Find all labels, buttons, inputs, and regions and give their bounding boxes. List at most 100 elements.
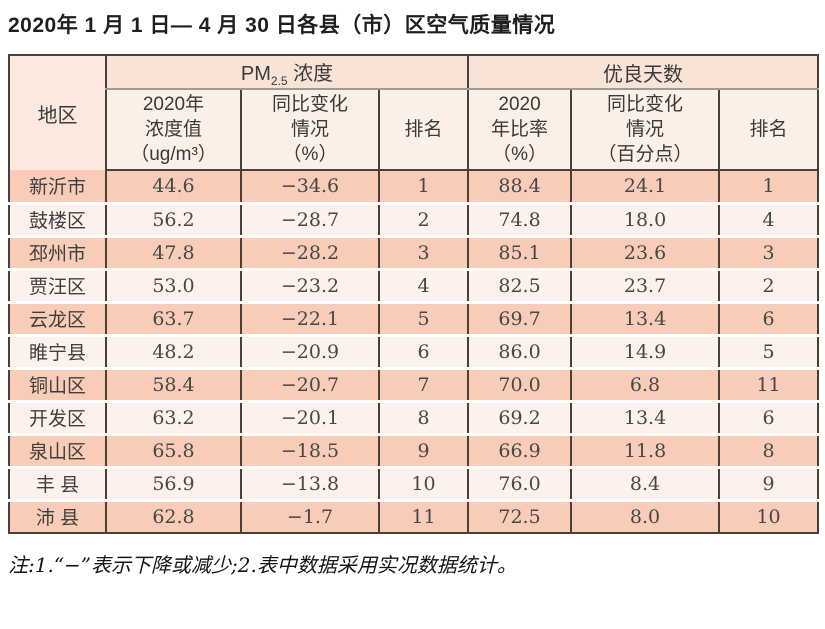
pm-change-column-header: 同比变化 情况 （%） (240, 89, 379, 171)
pm-value-cell: 58.4 (105, 366, 241, 401)
good-rate-cell: 82.5 (467, 267, 572, 302)
good-rank-cell: 5 (718, 333, 819, 368)
good-rank-cell: 2 (718, 267, 819, 302)
good-rate-cell: 69.7 (467, 300, 572, 335)
pm-change-cell: −22.1 (240, 300, 379, 335)
pm-value-cell: 53.0 (105, 267, 241, 302)
pm-subscript: 2.5 (270, 73, 288, 88)
good-change-cell: 6.8 (570, 366, 720, 401)
region-cell: 睢宁县 (8, 333, 106, 368)
table-body: 新沂市 44.6 −34.6 1 88.4 24.1 1 鼓楼区 56.2 −2… (8, 170, 819, 533)
good-change-cell: 13.4 (570, 300, 720, 335)
good-rate-column-header: 2020 年比率 （%） (467, 89, 572, 171)
good-rate-cell: 66.9 (467, 432, 572, 467)
pm-rank-cell: 9 (377, 432, 469, 467)
table-row: 新沂市 44.6 −34.6 1 88.4 24.1 1 (8, 170, 819, 203)
good-rate-cell: 74.8 (467, 201, 572, 236)
pm-value-cell: 56.2 (105, 201, 241, 236)
pm-change-cell: −28.2 (240, 234, 379, 269)
pm-rank-cell: 11 (377, 498, 469, 533)
good-change-cell: 14.9 (570, 333, 720, 368)
region-cell: 邳州市 (8, 234, 106, 269)
pm-change-cell: −13.8 (240, 465, 379, 500)
region-column-header: 地区 (8, 55, 106, 170)
region-cell: 铜山区 (8, 366, 106, 401)
pm-rank-cell: 1 (377, 170, 469, 203)
region-cell: 新沂市 (8, 170, 106, 203)
pm-change-cell: −34.6 (240, 170, 379, 203)
pm-value-cell: 56.9 (105, 465, 241, 500)
good-rate-cell: 85.1 (467, 234, 572, 269)
pm-value-cell: 63.7 (105, 300, 241, 335)
good-change-cell: 23.7 (570, 267, 720, 302)
table-row: 铜山区 58.4 −20.7 7 70.0 6.8 11 (8, 366, 819, 401)
good-rank-cell: 10 (718, 498, 819, 533)
good-rate-cell: 69.2 (467, 399, 572, 434)
good-rank-cell: 8 (718, 432, 819, 467)
sub-header-row: 2020年 浓度值 （ug/m³） 同比变化 情况 （%） 排名 2020 年比… (9, 89, 819, 171)
pm-rank-column-header: 排名 (377, 89, 469, 171)
pm-change-cell: −23.2 (240, 267, 379, 302)
good-rank-cell: 6 (718, 300, 819, 335)
pm-value-column-header: 2020年 浓度值 （ug/m³） (105, 89, 241, 171)
pm-change-cell: −20.9 (240, 333, 379, 368)
pm-change-cell: −20.1 (240, 399, 379, 434)
region-cell: 开发区 (8, 399, 106, 434)
good-change-cell: 13.4 (570, 399, 720, 434)
good-change-cell: 18.0 (570, 201, 720, 236)
region-cell: 贾汪区 (8, 267, 106, 302)
pm-label: PM (240, 62, 271, 85)
good-rank-cell: 1 (718, 170, 819, 203)
region-cell: 丰 县 (8, 465, 106, 500)
good-rate-cell: 88.4 (467, 170, 572, 203)
pm-value-cell: 65.8 (105, 432, 241, 467)
pm-rank-cell: 6 (377, 333, 469, 368)
pm-rank-cell: 7 (377, 366, 469, 401)
good-change-cell: 23.6 (570, 234, 720, 269)
table-row: 贾汪区 53.0 −23.2 4 82.5 23.7 2 (8, 267, 819, 302)
table-row: 睢宁县 48.2 −20.9 6 86.0 14.9 5 (8, 333, 819, 368)
pm25-group-header: PM2.5 浓度 (104, 55, 469, 90)
pm-value-cell: 63.2 (105, 399, 241, 434)
good-rate-cell: 76.0 (467, 465, 572, 500)
table-row: 邳州市 47.8 −28.2 3 85.1 23.6 3 (8, 234, 819, 269)
group-header-row: 地区 PM2.5 浓度 优良天数 (8, 55, 819, 170)
table-row: 开发区 63.2 −20.1 8 69.2 13.4 6 (8, 399, 819, 434)
table-header: 地区 PM2.5 浓度 优良天数 2020年 浓度值 （ug/m³） 同比变化 … (8, 55, 819, 171)
pm-value-cell: 62.8 (105, 498, 241, 533)
table-row: 泉山区 65.8 −18.5 9 66.9 11.8 8 (8, 432, 819, 467)
good-rate-cell: 86.0 (467, 333, 572, 368)
pm-change-cell: −20.7 (240, 366, 379, 401)
region-cell: 云龙区 (8, 300, 106, 335)
region-cell: 沛 县 (8, 498, 106, 533)
pm-rank-cell: 8 (377, 399, 469, 434)
table-row: 沛 县 62.8 −1.7 11 72.5 8.0 10 (8, 498, 819, 533)
good-change-cell: 8.0 (570, 498, 720, 533)
pm-rank-cell: 2 (377, 201, 469, 236)
air-quality-table: 地区 PM2.5 浓度 优良天数 2020年 浓度值 （ug/m³） 同比变化 … (8, 54, 820, 534)
pm-rank-cell: 3 (377, 234, 469, 269)
pm-change-cell: −1.7 (240, 498, 379, 533)
footnote: 注:1.“−”表示下降或减少;2.表中数据采用实况数据统计。 (8, 553, 517, 577)
good-change-column-header: 同比变化 情况 （百分点） (570, 89, 720, 171)
pm-rank-cell: 5 (377, 300, 469, 335)
good-rate-cell: 72.5 (467, 498, 572, 533)
pm-rank-cell: 4 (377, 267, 469, 302)
good-rate-cell: 70.0 (467, 366, 572, 401)
good-rank-cell: 4 (718, 201, 819, 236)
pm-change-cell: −18.5 (240, 432, 379, 467)
good-rank-cell: 3 (718, 234, 819, 269)
pm-rank-cell: 10 (377, 465, 469, 500)
good-change-cell: 11.8 (570, 432, 720, 467)
good-rank-cell: 11 (718, 366, 819, 401)
region-cell: 泉山区 (8, 432, 106, 467)
good-rank-cell: 9 (718, 465, 819, 500)
page-title: 2020年 1 月 1 日— 4 月 30 日各县（市）区空气质量情况 (8, 14, 556, 37)
region-cell: 鼓楼区 (8, 201, 106, 236)
pm-suffix-label: 浓度 (287, 62, 334, 85)
pm-change-cell: −28.7 (240, 201, 379, 236)
pm-value-cell: 48.2 (105, 333, 241, 368)
table-row: 丰 县 56.9 −13.8 10 76.0 8.4 9 (8, 465, 819, 500)
good-days-group-header: 优良天数 (467, 55, 819, 90)
pm-value-cell: 44.6 (105, 170, 241, 203)
